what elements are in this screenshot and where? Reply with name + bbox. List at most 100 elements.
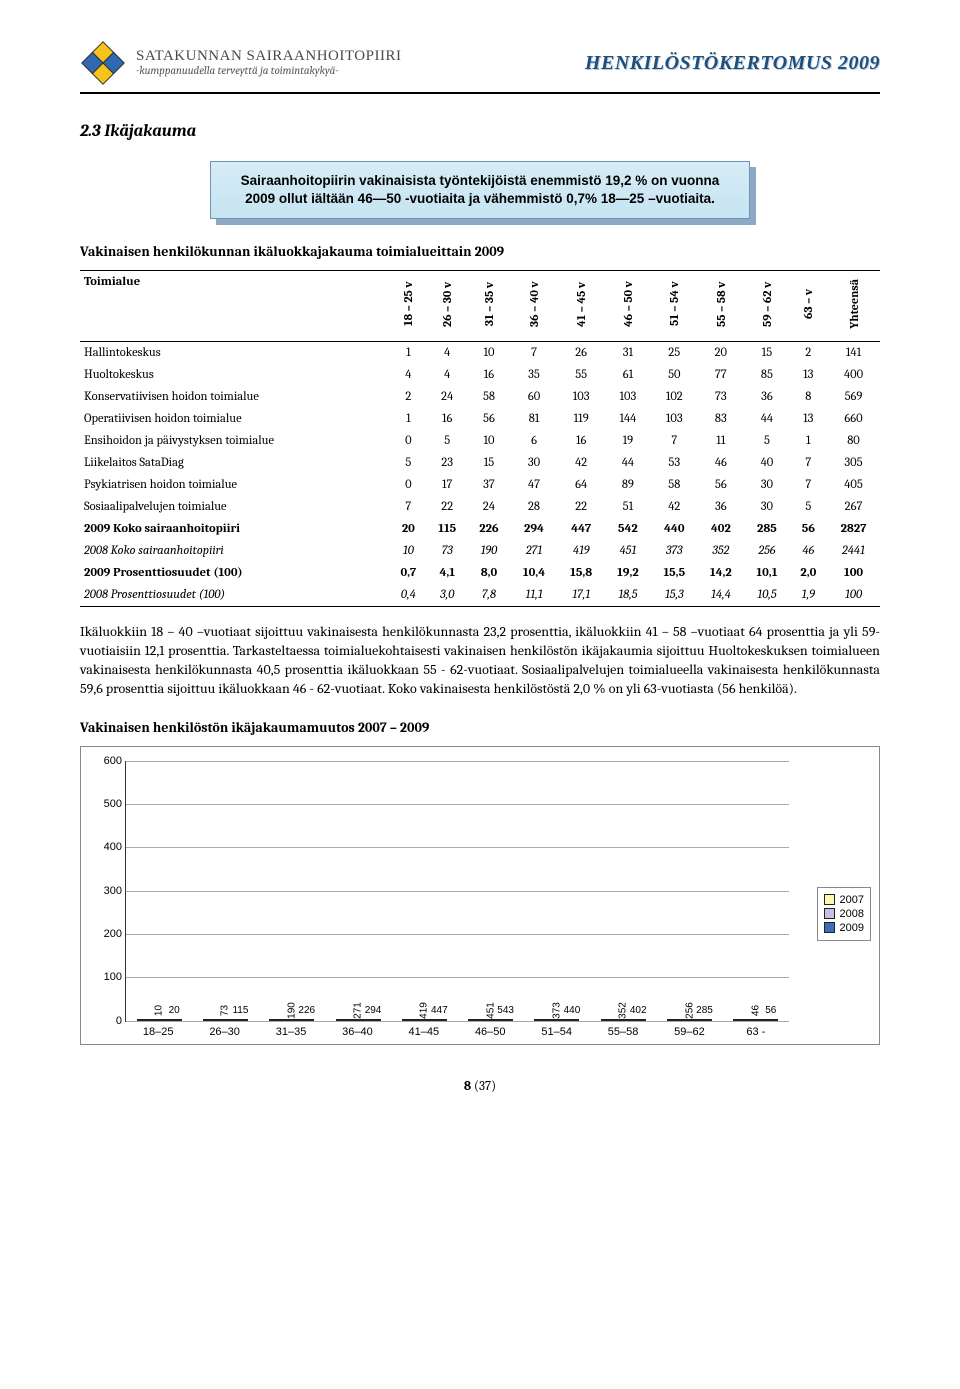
table-cell: 0,4 [390,584,427,607]
table-cell: 56 [790,518,827,540]
table-cell: 16 [427,408,468,430]
table-cell: 77 [697,364,744,386]
chart-bar-label: 451 [485,1002,496,1019]
table-cell: 8 [790,386,827,408]
table-cell: 11,1 [510,584,557,607]
callout-box: Sairaanhoitopiirin vakinaisista työnteki… [210,161,750,219]
chart-bar-label: 56 [765,1005,776,1016]
page-number-current: 8 [464,1079,471,1094]
table-cell: 0 [390,474,427,496]
chart-y-tick: 600 [92,755,122,767]
table-col-header: 18 – 25 v [390,271,427,342]
table-row: Huoltokeskus441635556150778513400 [80,364,880,386]
table-cell: 100 [827,562,880,584]
chart-bar [468,1019,483,1021]
table-cell: 47 [510,474,557,496]
table-cell: 7 [790,474,827,496]
table-cell: 103 [558,386,605,408]
table-cell: 58 [468,386,511,408]
table-cell: 83 [697,408,744,430]
chart-bar: 20 [167,1019,182,1021]
org-name: SATAKUNNAN SAIRAANHOITOPIIRI [136,49,401,65]
table-cell: 16 [468,364,511,386]
chart-y-tick: 400 [92,841,122,853]
chart-bar: 10 [152,1019,167,1021]
chart-bar: 256 [682,1019,697,1021]
table-cell: 2,0 [790,562,827,584]
table-cell: 20 [697,342,744,365]
table-cell: 569 [827,386,880,408]
table-cell: 10 [468,430,511,452]
table-cell: 1 [390,342,427,365]
table-cell: 10,1 [744,562,789,584]
chart-x-tick: 26–30 [191,1022,257,1038]
table-row: Operatiivisen hoidon toimialue1165681119… [80,408,880,430]
table-heading: Vakinaisen henkilökunnan ikäluokkajakaum… [80,243,880,260]
chart-bar: 419 [417,1019,432,1021]
table-cell: 17 [427,474,468,496]
table-row-label: Liikelaitos SataDiag [80,452,390,474]
table-cell: 6 [510,430,557,452]
chart-x-tick: 55–58 [590,1022,656,1038]
chart-bar [336,1019,351,1021]
table-cell: 30 [744,496,789,518]
table-cell: 16 [558,430,605,452]
legend-label: 2009 [840,922,864,934]
table-cell: 30 [744,474,789,496]
table-row: 2008 Prosenttiosuudet (100)0,43,07,811,1… [80,584,880,607]
table-cell: 4 [390,364,427,386]
chart-bar [402,1019,417,1021]
table-cell: 53 [651,452,697,474]
table-row-header: Toimialue [80,271,390,342]
table-cell: 25 [651,342,697,365]
chart-bar-label: 285 [696,1005,713,1016]
chart-bar [667,1019,682,1021]
legend-swatch [824,894,835,905]
table-row-label: Konservatiivisen hoidon toimialue [80,386,390,408]
chart-bar-label: 10 [154,1005,165,1016]
table-cell: 2 [390,386,427,408]
chart-bar: 294 [366,1019,381,1021]
chart-bar [534,1019,549,1021]
chart-bar: 447 [432,1019,447,1021]
table-cell: 100 [827,584,880,607]
table-row-label: 2008 Koko sairaanhoitopiiri [80,540,390,562]
table-cell: 24 [427,386,468,408]
table-cell: 81 [510,408,557,430]
table-cell: 4 [427,364,468,386]
table-cell: 419 [558,540,605,562]
table-row-label: 2009 Prosenttiosuudet (100) [80,562,390,584]
table-cell: 103 [651,408,697,430]
table-cell: 10 [390,540,427,562]
table-cell: 36 [697,496,744,518]
chart-bar-label: 419 [419,1002,430,1019]
chart-bar-label: 373 [551,1002,562,1019]
chart-y-tick: 200 [92,928,122,940]
table-cell: 294 [510,518,557,540]
table-cell: 373 [651,540,697,562]
table-cell: 11 [697,430,744,452]
header-left: SATAKUNNAN SAIRAANHOITOPIIRI -kumppanuud… [80,40,401,86]
table-cell: 2441 [827,540,880,562]
table-cell: 102 [651,386,697,408]
table-cell: 28 [510,496,557,518]
table-row: 2009 Prosenttiosuudet (100)0,74,18,010,4… [80,562,880,584]
chart-bar-group: 352402 [590,1019,656,1021]
chart-y-tick: 500 [92,798,122,810]
table-cell: 56 [468,408,511,430]
table-cell: 44 [605,452,651,474]
chart-bar-group: 451543 [457,1019,523,1021]
table-cell: 17,1 [558,584,605,607]
table-cell: 190 [468,540,511,562]
table-cell: 4 [427,342,468,365]
legend-item: 2008 [824,908,864,920]
table-cell: 5 [790,496,827,518]
table-cell: 10,4 [510,562,557,584]
table-col-header: 51 – 54 v [651,271,697,342]
chart-bar: 271 [351,1019,366,1021]
chart-bar: 46 [748,1019,763,1021]
chart-bar-label: 226 [298,1005,315,1016]
chart-bar: 226 [299,1019,314,1021]
table-cell: 23 [427,452,468,474]
org-logo [80,40,126,86]
